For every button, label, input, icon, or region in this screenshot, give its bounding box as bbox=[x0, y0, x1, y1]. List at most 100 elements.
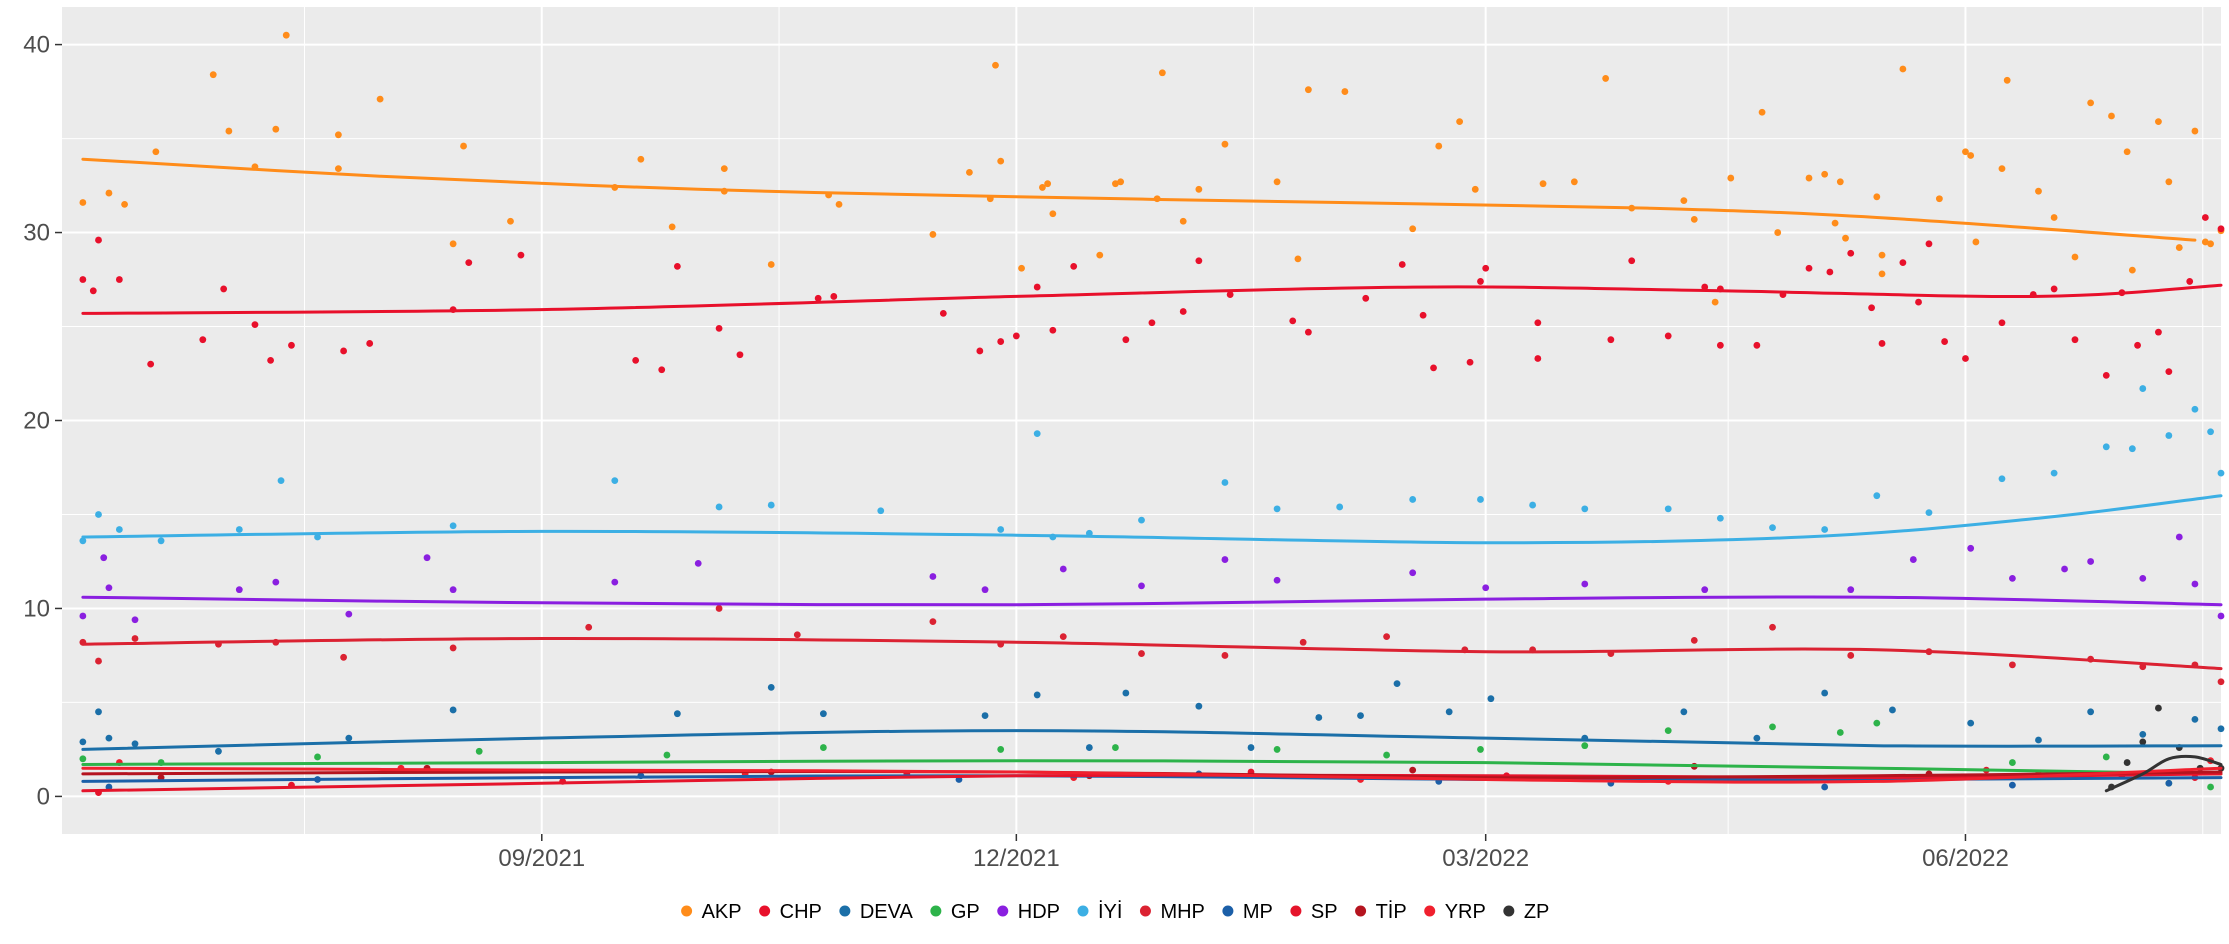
point-akp bbox=[1805, 174, 1813, 182]
point-deva bbox=[1315, 714, 1323, 721]
point-i̇yi̇ bbox=[1138, 516, 1145, 524]
point-akp bbox=[668, 223, 676, 231]
point-chp bbox=[220, 285, 228, 293]
point-akp bbox=[105, 189, 113, 197]
point-i̇yi̇ bbox=[877, 507, 885, 515]
point-chp bbox=[95, 236, 102, 244]
point-akp bbox=[992, 61, 999, 69]
legend-key-hdp bbox=[997, 905, 1009, 917]
point-akp bbox=[1878, 251, 1886, 259]
x-tick-label: 03/2022 bbox=[1442, 845, 1529, 872]
point-deva bbox=[345, 734, 353, 742]
point-i̇yi̇ bbox=[1409, 496, 1417, 503]
legend-label-sp: SP bbox=[1311, 901, 1338, 923]
legend-key-mp bbox=[1222, 905, 1234, 917]
point-akp bbox=[1273, 178, 1281, 186]
point-hdp bbox=[694, 559, 702, 567]
legend-key-yrp bbox=[1424, 905, 1436, 917]
point-i̇yi̇ bbox=[2128, 445, 2136, 453]
point-i̇yi̇ bbox=[2139, 385, 2147, 392]
legend-key-deva bbox=[839, 905, 851, 917]
point-mp bbox=[2165, 779, 2173, 787]
point-deva bbox=[1967, 719, 1975, 727]
point-i̇yi̇ bbox=[2207, 428, 2214, 436]
point-mhp bbox=[1769, 623, 1776, 631]
point-gp bbox=[314, 753, 321, 761]
point-chp bbox=[1070, 262, 1078, 270]
point-chp bbox=[1628, 257, 1636, 265]
point-chp bbox=[1915, 298, 1922, 306]
point-deva bbox=[1033, 691, 1041, 699]
point-akp bbox=[1758, 108, 1766, 116]
point-akp bbox=[1039, 184, 1046, 191]
point-deva bbox=[215, 747, 222, 755]
trend-line-yrp bbox=[81, 766, 2223, 784]
point-hdp bbox=[1138, 582, 1145, 590]
point-chp bbox=[1049, 326, 1057, 334]
point-chp bbox=[1289, 317, 1297, 325]
trend-line-i̇yi̇ bbox=[81, 494, 2223, 545]
point-i̇yi̇ bbox=[1769, 524, 1776, 532]
point-i̇yi̇ bbox=[79, 537, 87, 545]
point-mhp bbox=[585, 623, 593, 631]
point-deva bbox=[1357, 712, 1364, 719]
point-chp bbox=[1805, 264, 1813, 272]
point-akp bbox=[334, 131, 342, 139]
point-akp bbox=[2035, 187, 2042, 195]
trend-layer bbox=[81, 157, 2223, 793]
point-chp bbox=[1753, 341, 1761, 349]
point-mhp bbox=[131, 635, 139, 642]
point-i̇yi̇ bbox=[157, 537, 165, 545]
point-chp bbox=[997, 338, 1005, 345]
trend-line-chp bbox=[81, 283, 2223, 315]
legend-label-mhp: MHP bbox=[1160, 901, 1204, 923]
point-chp bbox=[939, 309, 947, 317]
legend-label-deva: DEVA bbox=[860, 901, 914, 923]
point-deva bbox=[2035, 736, 2042, 744]
point-chp bbox=[1362, 294, 1370, 302]
point-mhp bbox=[929, 618, 937, 626]
point-akp bbox=[2191, 127, 2199, 135]
point-chp bbox=[632, 356, 640, 364]
point-chp bbox=[2050, 285, 2058, 293]
point-gp bbox=[2102, 753, 2110, 761]
point-deva bbox=[1821, 689, 1829, 697]
y-tick-label: 0 bbox=[37, 783, 50, 810]
y-tick-label: 40 bbox=[23, 32, 50, 59]
point-gp bbox=[1273, 746, 1281, 753]
point-zp bbox=[2139, 738, 2147, 746]
legend-key-gp bbox=[930, 905, 942, 917]
point-akp bbox=[1962, 148, 1969, 156]
point-akp bbox=[835, 200, 843, 208]
point-chp bbox=[1179, 308, 1187, 315]
point-chp bbox=[736, 351, 744, 359]
point-akp bbox=[2108, 112, 2115, 120]
point-hdp bbox=[1221, 556, 1229, 563]
y-tick-label: 20 bbox=[23, 408, 50, 435]
point-chp bbox=[1226, 291, 1234, 298]
point-i̇yi̇ bbox=[2102, 443, 2110, 451]
point-mp bbox=[1821, 783, 1829, 791]
point-chp bbox=[1826, 268, 1834, 276]
point-i̇yi̇ bbox=[1873, 492, 1881, 500]
point-chp bbox=[1868, 304, 1875, 312]
point-i̇yi̇ bbox=[767, 501, 775, 509]
point-chp bbox=[1012, 332, 1020, 340]
point-akp bbox=[1195, 185, 1203, 193]
point-mhp bbox=[1690, 637, 1698, 644]
point-chp bbox=[715, 325, 723, 332]
point-gp bbox=[2207, 783, 2214, 791]
point-gp bbox=[475, 747, 483, 755]
trend-line-mhp bbox=[81, 636, 2223, 671]
point-akp bbox=[460, 142, 467, 150]
point-i̇yi̇ bbox=[1529, 501, 1537, 509]
point-chp bbox=[658, 366, 666, 374]
point-akp bbox=[966, 169, 973, 176]
point-i̇yi̇ bbox=[2217, 469, 2225, 477]
point-deva bbox=[1680, 708, 1688, 716]
point-chp bbox=[1398, 261, 1406, 268]
point-gp bbox=[1769, 723, 1776, 731]
point-akp bbox=[2087, 99, 2095, 107]
point-deva bbox=[2191, 715, 2199, 723]
